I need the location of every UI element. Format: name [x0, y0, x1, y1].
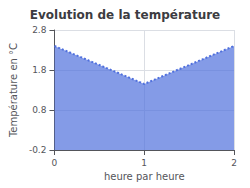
- svg-text:Evolution de la température: Evolution de la température: [30, 8, 221, 22]
- svg-text:Température en °C: Température en °C: [8, 43, 19, 138]
- svg-text:-0.2: -0.2: [29, 145, 47, 155]
- svg-text:2.8: 2.8: [32, 25, 47, 35]
- svg-text:0: 0: [52, 158, 58, 168]
- svg-text:2: 2: [231, 158, 237, 168]
- svg-text:heure par heure: heure par heure: [104, 171, 185, 182]
- svg-text:0.8: 0.8: [32, 105, 47, 115]
- svg-text:1.8: 1.8: [32, 65, 47, 75]
- svg-text:1: 1: [141, 158, 147, 168]
